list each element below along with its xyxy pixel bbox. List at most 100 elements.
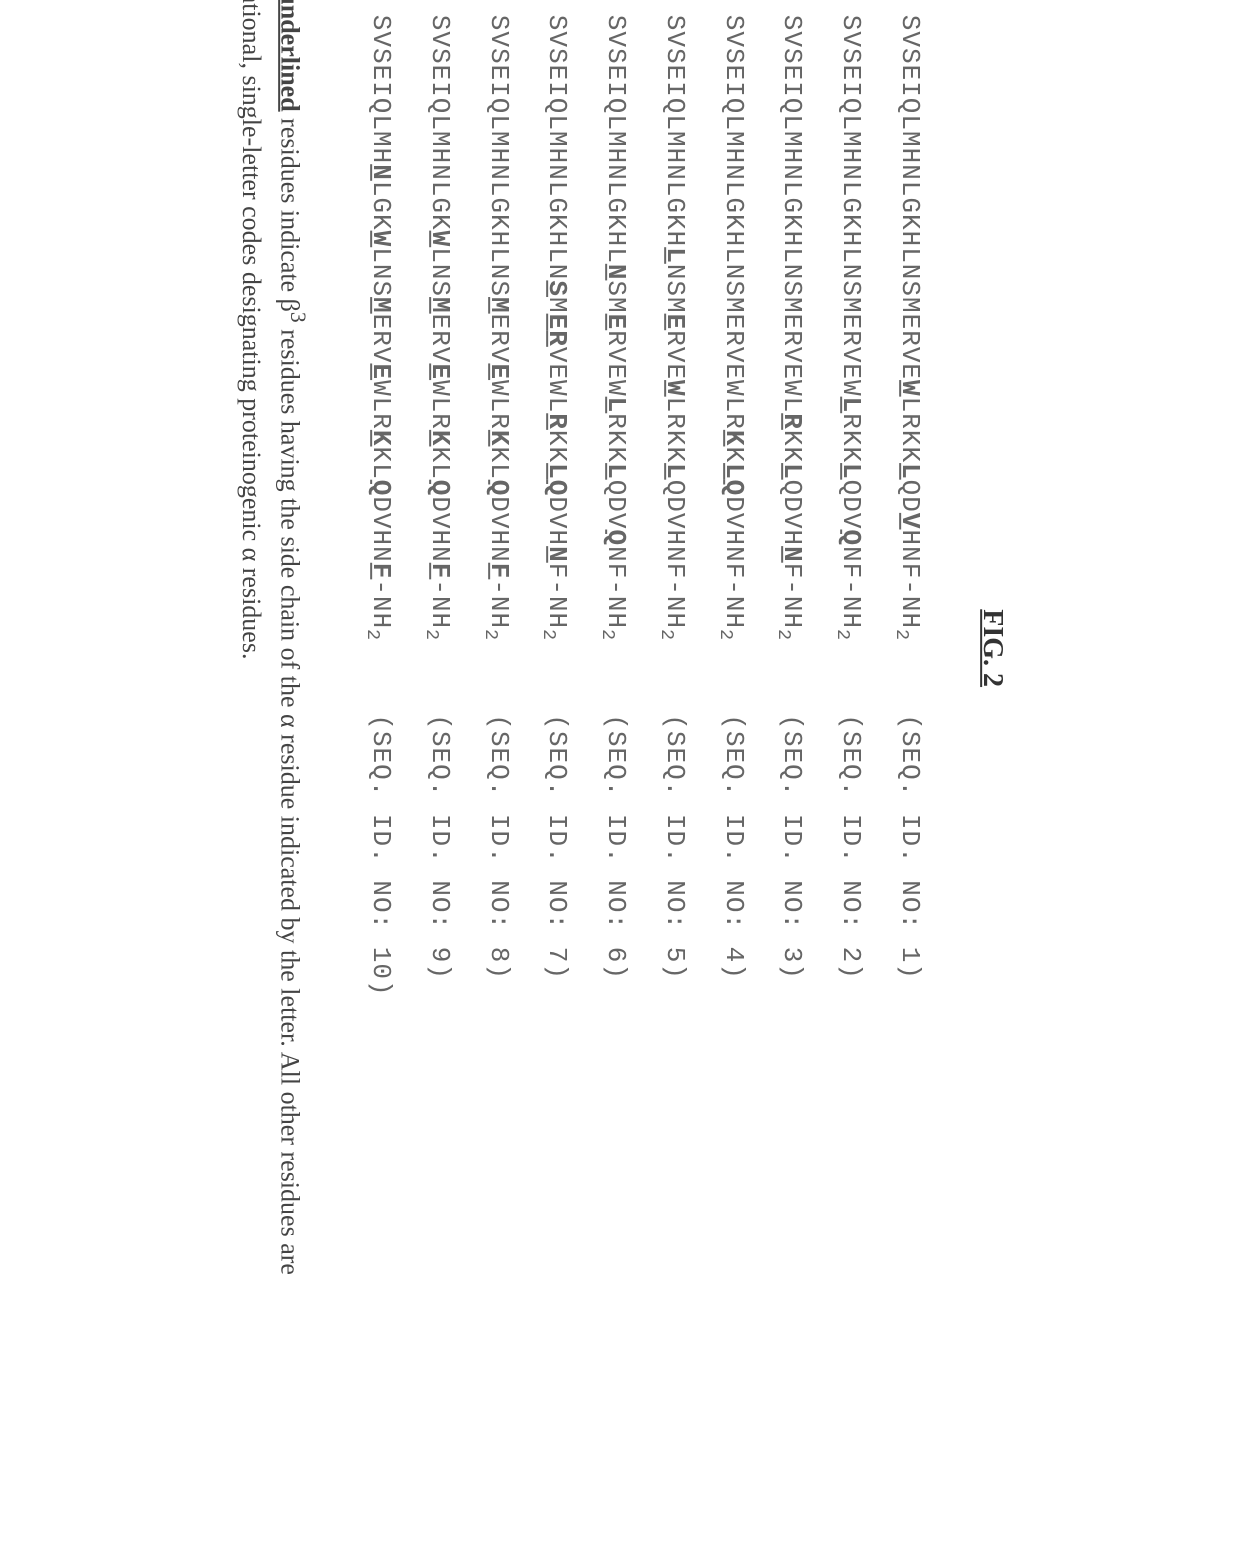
seq-id: (SEQ. ID. NO: 10) [366, 714, 396, 996]
seq-row: D3: SVSEIQLMHNLGKHLNSMERVEWLRKKLQDVHNF-N… [707, 0, 760, 1368]
seq-beta: K [719, 430, 749, 447]
seq-pre: SVSEIQLMHNLGKH [660, 15, 690, 247]
seq-pre: SVSEIQLMHNLGKHLNSMERVE [895, 15, 925, 380]
seq-row: C5: SVSEIQLMHNLGKHLNSMERVEWLRKKLQDVHNF-N… [531, 0, 584, 1368]
seq-mid: LGK [366, 181, 396, 231]
seq-beta: E [660, 314, 690, 331]
seq-beta: V [895, 513, 925, 530]
seq-sub2: 2 [362, 629, 382, 641]
seq-mid: LNS [425, 247, 455, 297]
seq-sub2: 2 [421, 629, 441, 641]
seq-row: D5: SVSEIQLMHNLGKHLNSMERVEWLRKKLQDVHNF-N… [472, 0, 525, 1368]
seq-beta: E [601, 314, 631, 331]
seq-beta: K [425, 430, 455, 447]
seq-beta: Q [425, 480, 455, 497]
seq-beta: M [484, 297, 514, 314]
seq-mid: NF-NH [601, 546, 631, 629]
caption-sup: 3 [287, 312, 311, 323]
seq-mid: LNS [366, 247, 396, 297]
seq-mid: DVH [543, 496, 573, 546]
seq-mid: HNF-NH [895, 530, 925, 630]
seq-row: B5: SVSEIQLMHNLGKHLNSMERVEWLRKKLQDVQNF-N… [590, 0, 643, 1368]
seq-mid: DVHN [425, 496, 455, 562]
seq-mid: KL [425, 446, 455, 479]
seq-beta: R [778, 413, 808, 430]
seq-id: (SEQ. ID. NO: 8) [484, 714, 514, 980]
seq-beta: L [660, 463, 690, 480]
seq-id: (SEQ. ID. NO: 9) [425, 714, 455, 980]
seq-beta: Q [366, 480, 396, 497]
seq-beta: Q [543, 480, 573, 497]
seq-mid: ERV [484, 314, 514, 364]
figure-caption: bold, underlined residues indicate β3 re… [232, 0, 315, 1368]
seq-row: B3: SVSEIQLMHNLGKHLNSMERVEWLRKKLQDVQNF-N… [825, 0, 878, 1368]
seq-pre: SVSEIQLMH [366, 15, 396, 164]
seq-mid: WLR [366, 380, 396, 430]
seq-id: (SEQ. ID. NO: 5) [660, 714, 690, 980]
seq-row: A5: SVSEIQLMHNLGKHLNSMERVEWLRKKLQDVHNF-N… [648, 0, 701, 1368]
seq-pre: SVSEIQLMHNLGKHLNS [484, 15, 514, 297]
seq-beta: Q [601, 530, 631, 547]
seq-beta: L [719, 463, 749, 480]
seq-beta: W [366, 231, 396, 248]
seq-beta: R [543, 330, 573, 347]
seq-mid: -NH [366, 579, 396, 629]
seq-mid: DVHN [366, 496, 396, 562]
seq-beta: Q [836, 529, 866, 546]
seq-mid: NF-NH [836, 546, 866, 629]
seq-beta: W [660, 380, 690, 397]
seq-beta: F [484, 563, 514, 580]
seq-beta: E [543, 314, 573, 331]
seq-row: D6: SVSEIQLMHNLGKWLNSMERVEWLRKKLQDVHNF-N… [413, 0, 466, 1368]
seq-mid: KK [543, 430, 573, 463]
seq-beta: Q [719, 480, 749, 497]
seq-beta: L [836, 397, 866, 414]
seq-sub2: 2 [832, 629, 852, 641]
seq-sub2: 2 [656, 629, 676, 641]
seq-mid: LRKK [660, 397, 690, 463]
seq-beta: L [601, 463, 631, 480]
seq-pre: SVSEIQLMHNLGK [425, 15, 455, 231]
seq-id: (SEQ. ID. NO: 7) [543, 714, 573, 980]
seq-mid: KL [484, 446, 514, 479]
seq-mid: F-NH [543, 563, 573, 629]
seq-beta: L [660, 247, 690, 264]
seq-mid: DVHNF-NH [719, 496, 749, 629]
seq-beta: E [484, 363, 514, 380]
seq-mid: M [543, 297, 573, 314]
seq-mid: NSM [660, 264, 690, 314]
seq-id: (SEQ. ID. NO: 2) [836, 714, 866, 980]
seq-pre: SVSEIQLMHNLGKHL [601, 15, 631, 264]
seq-mid: RVE [660, 330, 690, 380]
seq-sub2: 2 [773, 629, 793, 641]
seq-mid: KK [778, 430, 808, 463]
seq-beta: K [366, 430, 396, 447]
seq-mid: -NH [484, 579, 514, 629]
seq-beta: F [425, 563, 455, 580]
seq-id: (SEQ. ID. NO: 1) [895, 714, 925, 980]
seq-mid: LRKK [895, 397, 925, 463]
seq-id: (SEQ. ID. NO: 4) [719, 714, 749, 980]
seq-sub2: 2 [538, 629, 558, 641]
seq-beta: N [778, 546, 808, 563]
seq-beta: L [601, 397, 631, 414]
caption-lead: bold, underlined [276, 0, 305, 112]
seq-mid: QD [895, 480, 925, 513]
seq-sub2: 2 [597, 629, 617, 641]
seq-beta: E [425, 363, 455, 380]
seq-mid: SM [601, 280, 631, 313]
seq-mid: K [719, 446, 749, 463]
seq-mid: VEWL [543, 347, 573, 413]
seq-sub2: 2 [480, 629, 500, 641]
seq-pre: SVSEIQLMHNLGKHLNSMERVEWL [778, 15, 808, 413]
seq-beta: L [543, 463, 573, 480]
seq-beta: S [543, 280, 573, 297]
seq-mid: QDVH [778, 480, 808, 546]
seq-mid: KL [366, 447, 396, 480]
seq-beta: W [425, 231, 455, 248]
seq-pre: SVSEIQLMHNLGKHLNSMERVEWLR [719, 15, 749, 430]
seq-beta: N [543, 546, 573, 563]
seq-beta: Q [484, 480, 514, 497]
seq-row: A3: SVSEIQLMHNLGKHLNSMERVEWLRKKLQDVHNF-N… [883, 0, 936, 1368]
seq-mid: ERV [425, 314, 455, 364]
